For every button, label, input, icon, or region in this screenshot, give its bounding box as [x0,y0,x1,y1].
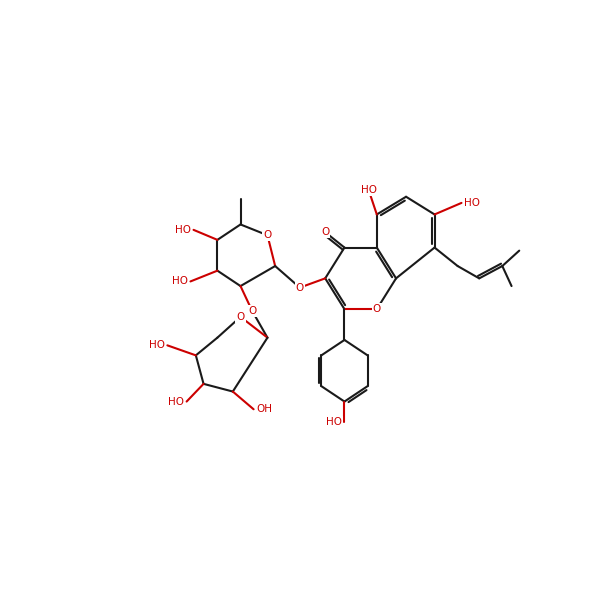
Text: HO: HO [361,185,377,195]
Text: OH: OH [256,404,272,414]
Text: HO: HO [464,198,480,208]
Text: O: O [248,305,256,316]
Text: O: O [373,304,381,314]
Text: HO: HO [175,225,191,235]
Text: HO: HO [149,340,165,350]
Text: O: O [236,312,245,322]
Text: HO: HO [326,418,342,427]
Text: O: O [321,227,329,237]
Text: O: O [296,283,304,293]
Text: HO: HO [172,277,188,286]
Text: HO: HO [168,397,184,407]
Text: O: O [263,230,272,240]
